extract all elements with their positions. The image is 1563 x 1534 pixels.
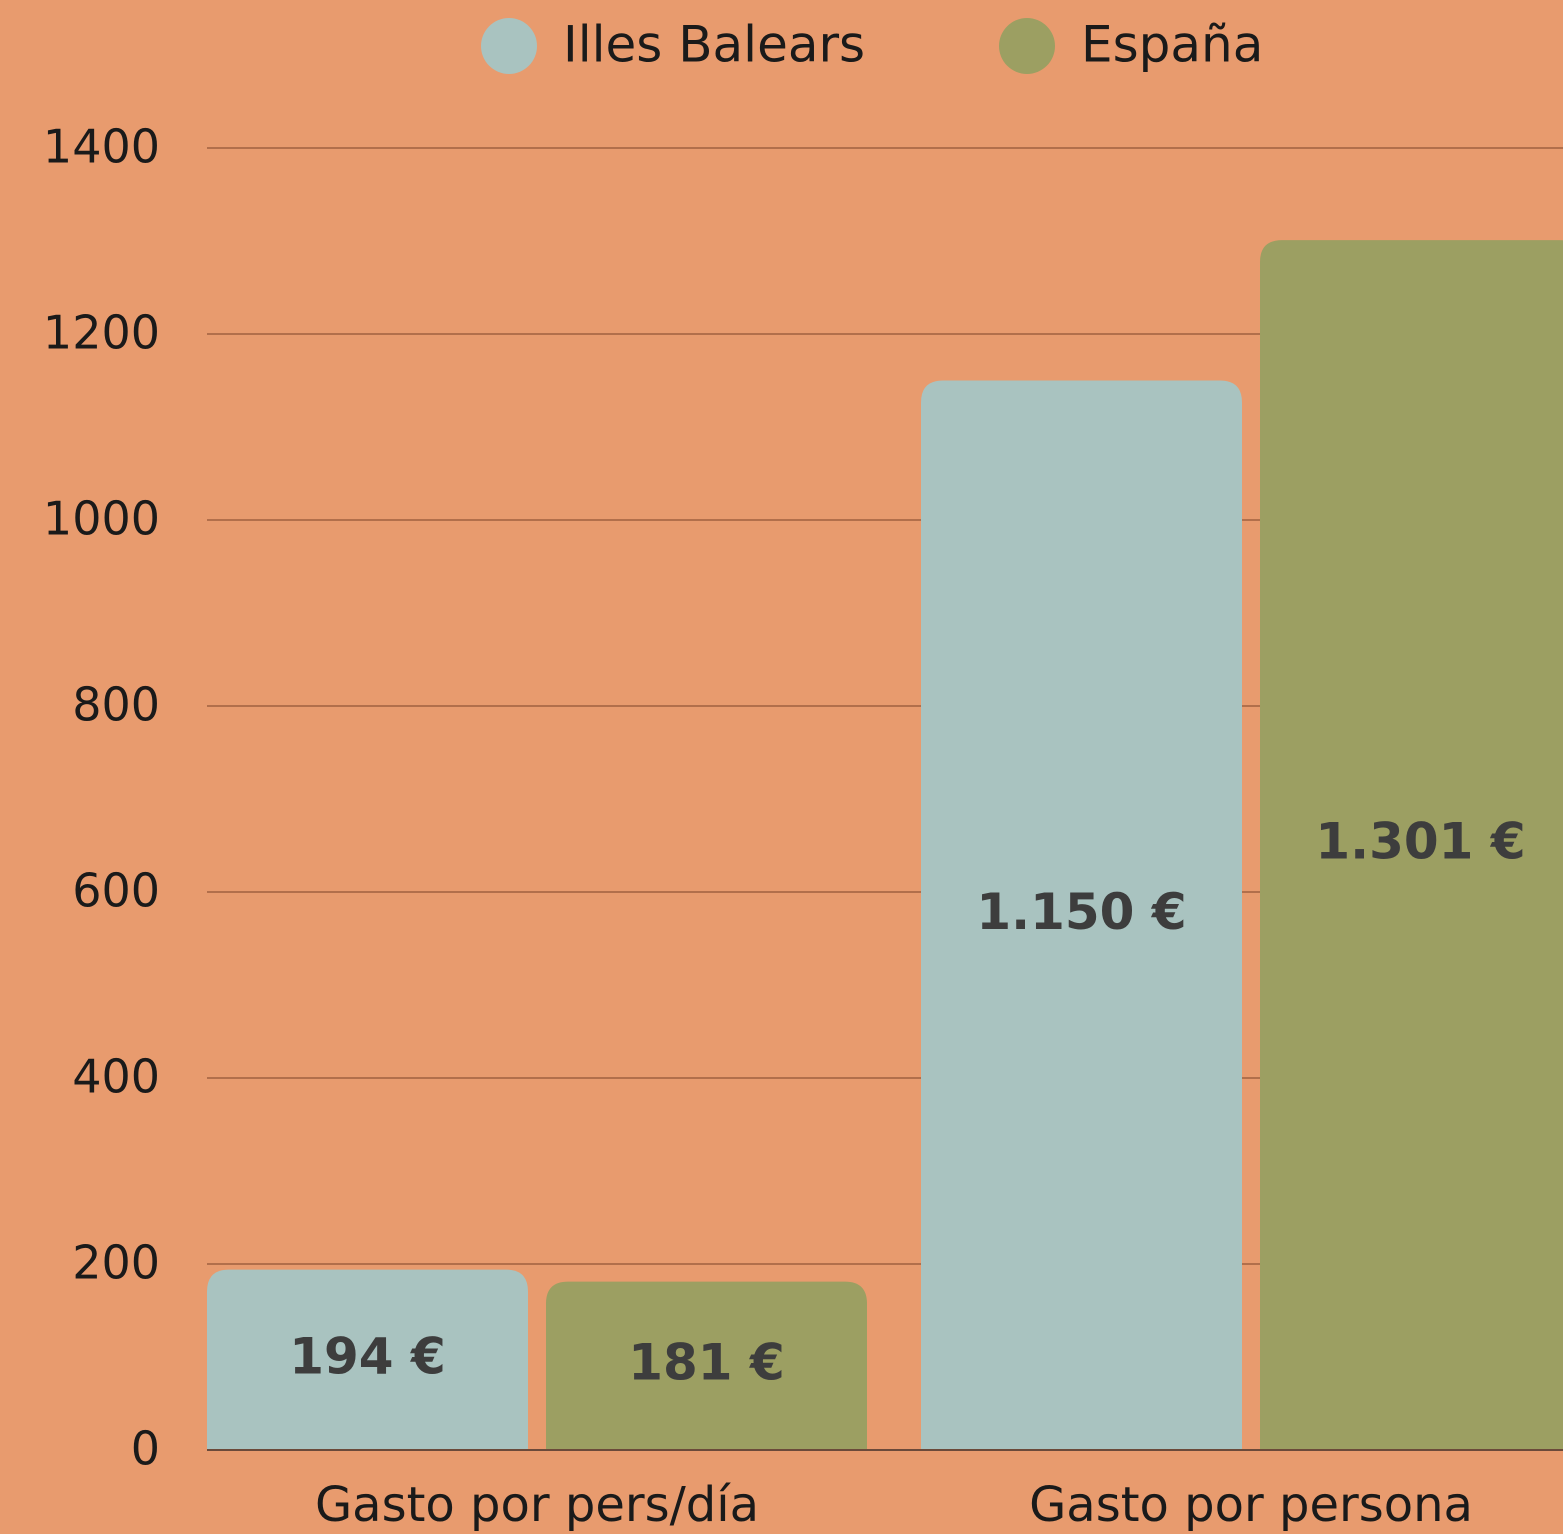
- bar: [207, 1269, 528, 1450]
- value-label: 194 €: [289, 1327, 446, 1385]
- bar: [1260, 240, 1563, 1450]
- bar: [546, 1281, 867, 1450]
- y-tick-label: 1400: [43, 120, 160, 174]
- legend-swatch: [481, 18, 537, 74]
- legend-label: España: [1081, 16, 1263, 74]
- bar: [921, 380, 1242, 1450]
- y-tick-label: 0: [131, 1422, 160, 1476]
- value-label: 1.150 €: [976, 883, 1186, 941]
- y-tick-label: 400: [72, 1050, 160, 1104]
- y-tick-label: 600: [72, 864, 160, 918]
- legend-swatch: [999, 18, 1055, 74]
- x-tick-label: Gasto por pers/día: [315, 1477, 759, 1533]
- y-tick-label: 200: [72, 1236, 160, 1290]
- y-tick-label: 800: [72, 678, 160, 732]
- y-tick-label: 1200: [43, 306, 160, 360]
- x-tick-label: Gasto por persona: [1029, 1477, 1473, 1533]
- y-tick-label: 1000: [43, 492, 160, 546]
- value-label: 181 €: [628, 1333, 785, 1391]
- legend-label: Illes Balears: [563, 16, 865, 74]
- value-label: 1.301 €: [1315, 813, 1525, 871]
